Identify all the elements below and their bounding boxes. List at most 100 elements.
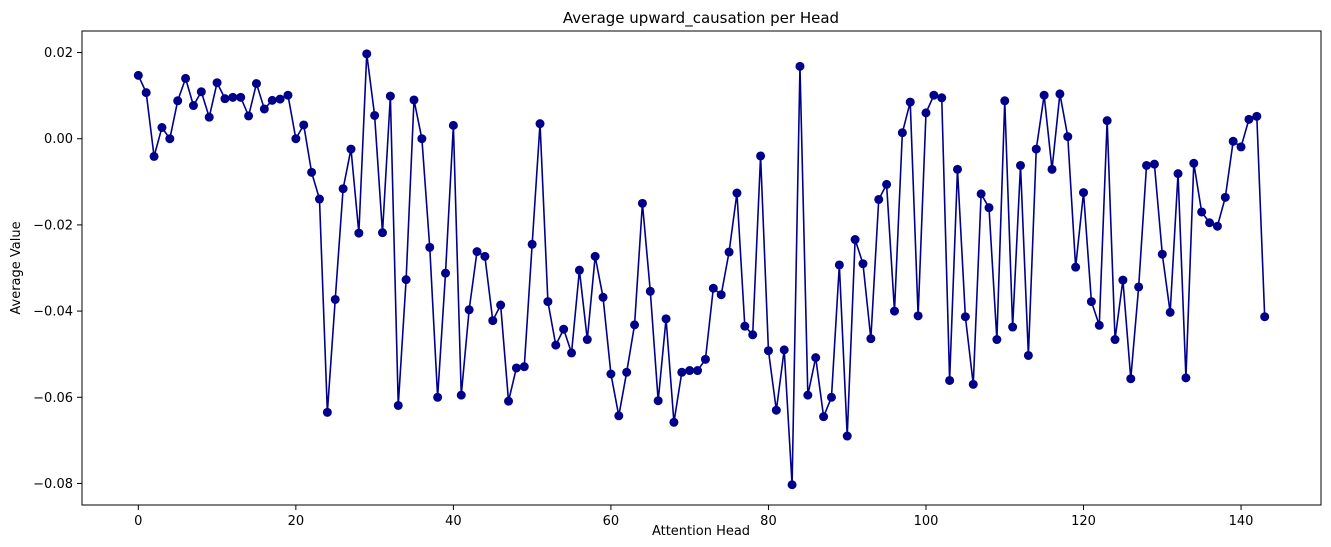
data-point	[1008, 322, 1018, 332]
data-point	[567, 348, 577, 358]
data-point	[897, 128, 907, 138]
data-point	[1031, 144, 1041, 154]
data-point	[866, 334, 876, 344]
data-point	[157, 123, 167, 133]
data-point	[291, 134, 301, 144]
data-point	[677, 367, 687, 377]
data-point	[960, 312, 970, 322]
data-point	[346, 144, 356, 154]
x-tick-label: 100	[914, 514, 939, 529]
data-point	[1149, 159, 1159, 169]
data-point	[259, 104, 269, 114]
data-point	[551, 340, 561, 350]
data-point	[661, 314, 671, 324]
data-point	[496, 300, 506, 310]
data-point	[1134, 282, 1144, 292]
data-point	[149, 151, 159, 161]
data-point	[952, 164, 962, 174]
x-tick-label: 120	[1071, 514, 1096, 529]
data-point	[448, 120, 458, 130]
data-point	[519, 362, 529, 372]
data-point	[330, 294, 340, 304]
data-point	[1079, 188, 1089, 198]
data-point	[1126, 374, 1136, 384]
data-point	[645, 286, 655, 296]
data-point	[1173, 169, 1183, 179]
data-point	[685, 366, 695, 376]
data-point	[945, 375, 955, 385]
data-point	[1000, 96, 1010, 106]
data-point	[937, 93, 947, 103]
data-point	[819, 412, 829, 422]
data-point	[740, 321, 750, 331]
data-point	[535, 119, 545, 129]
data-point	[590, 251, 600, 261]
data-point	[417, 134, 427, 144]
data-point	[1110, 335, 1120, 345]
data-point	[527, 239, 537, 249]
data-point	[606, 369, 616, 379]
data-point	[543, 297, 553, 307]
data-point	[251, 79, 261, 89]
data-point	[622, 367, 632, 377]
data-point	[598, 292, 608, 302]
data-point	[393, 400, 403, 410]
data-point	[779, 345, 789, 355]
data-point	[992, 335, 1002, 345]
data-point	[1016, 160, 1026, 170]
data-point	[763, 346, 773, 356]
data-point	[322, 407, 332, 417]
data-point	[307, 167, 317, 177]
data-point	[1205, 218, 1215, 228]
data-point	[456, 390, 466, 400]
data-point	[929, 90, 939, 100]
x-tick-label: 0	[134, 514, 142, 529]
data-point	[905, 97, 915, 107]
y-axis-label: Average Value	[9, 221, 24, 314]
data-point	[228, 92, 238, 102]
data-point	[441, 268, 451, 278]
data-point	[559, 324, 569, 334]
data-point	[314, 194, 324, 204]
data-point	[582, 335, 592, 345]
data-point	[1197, 207, 1207, 217]
data-point	[858, 259, 868, 269]
chart-title: Average upward_causation per Head	[563, 9, 839, 28]
data-point	[1086, 297, 1096, 307]
data-point	[377, 228, 387, 238]
data-point	[756, 151, 766, 161]
data-point	[1244, 114, 1254, 124]
data-point	[1071, 262, 1081, 272]
data-point	[771, 405, 781, 415]
data-point	[204, 112, 214, 122]
data-point	[220, 94, 230, 104]
data-point	[669, 417, 679, 427]
data-point	[196, 87, 206, 97]
x-tick-label: 140	[1229, 514, 1254, 529]
data-point	[401, 275, 411, 285]
data-point	[1252, 111, 1262, 121]
y-tick-label: −0.02	[33, 218, 73, 233]
data-point	[275, 94, 285, 104]
y-tick-label: 0.02	[44, 46, 73, 61]
data-point	[1023, 350, 1033, 360]
x-axis: 0 20 40 60 80 100 120 140	[134, 505, 1253, 529]
data-point	[1181, 373, 1191, 383]
data-point	[693, 366, 703, 376]
data-point	[968, 379, 978, 389]
x-tick-label: 80	[760, 514, 777, 529]
data-point	[748, 330, 758, 340]
data-point	[811, 353, 821, 363]
data-point	[637, 198, 647, 208]
data-point	[236, 92, 246, 102]
data-point	[425, 242, 435, 252]
y-tick-label: 0.00	[44, 132, 73, 147]
data-point	[283, 90, 293, 100]
data-point	[834, 260, 844, 270]
data-point	[1236, 142, 1246, 152]
data-point	[1228, 136, 1238, 146]
data-point	[141, 88, 151, 98]
data-point	[614, 411, 624, 421]
y-axis: −0.08 −0.06 −0.04 −0.02 0.00 0.02	[33, 46, 82, 492]
